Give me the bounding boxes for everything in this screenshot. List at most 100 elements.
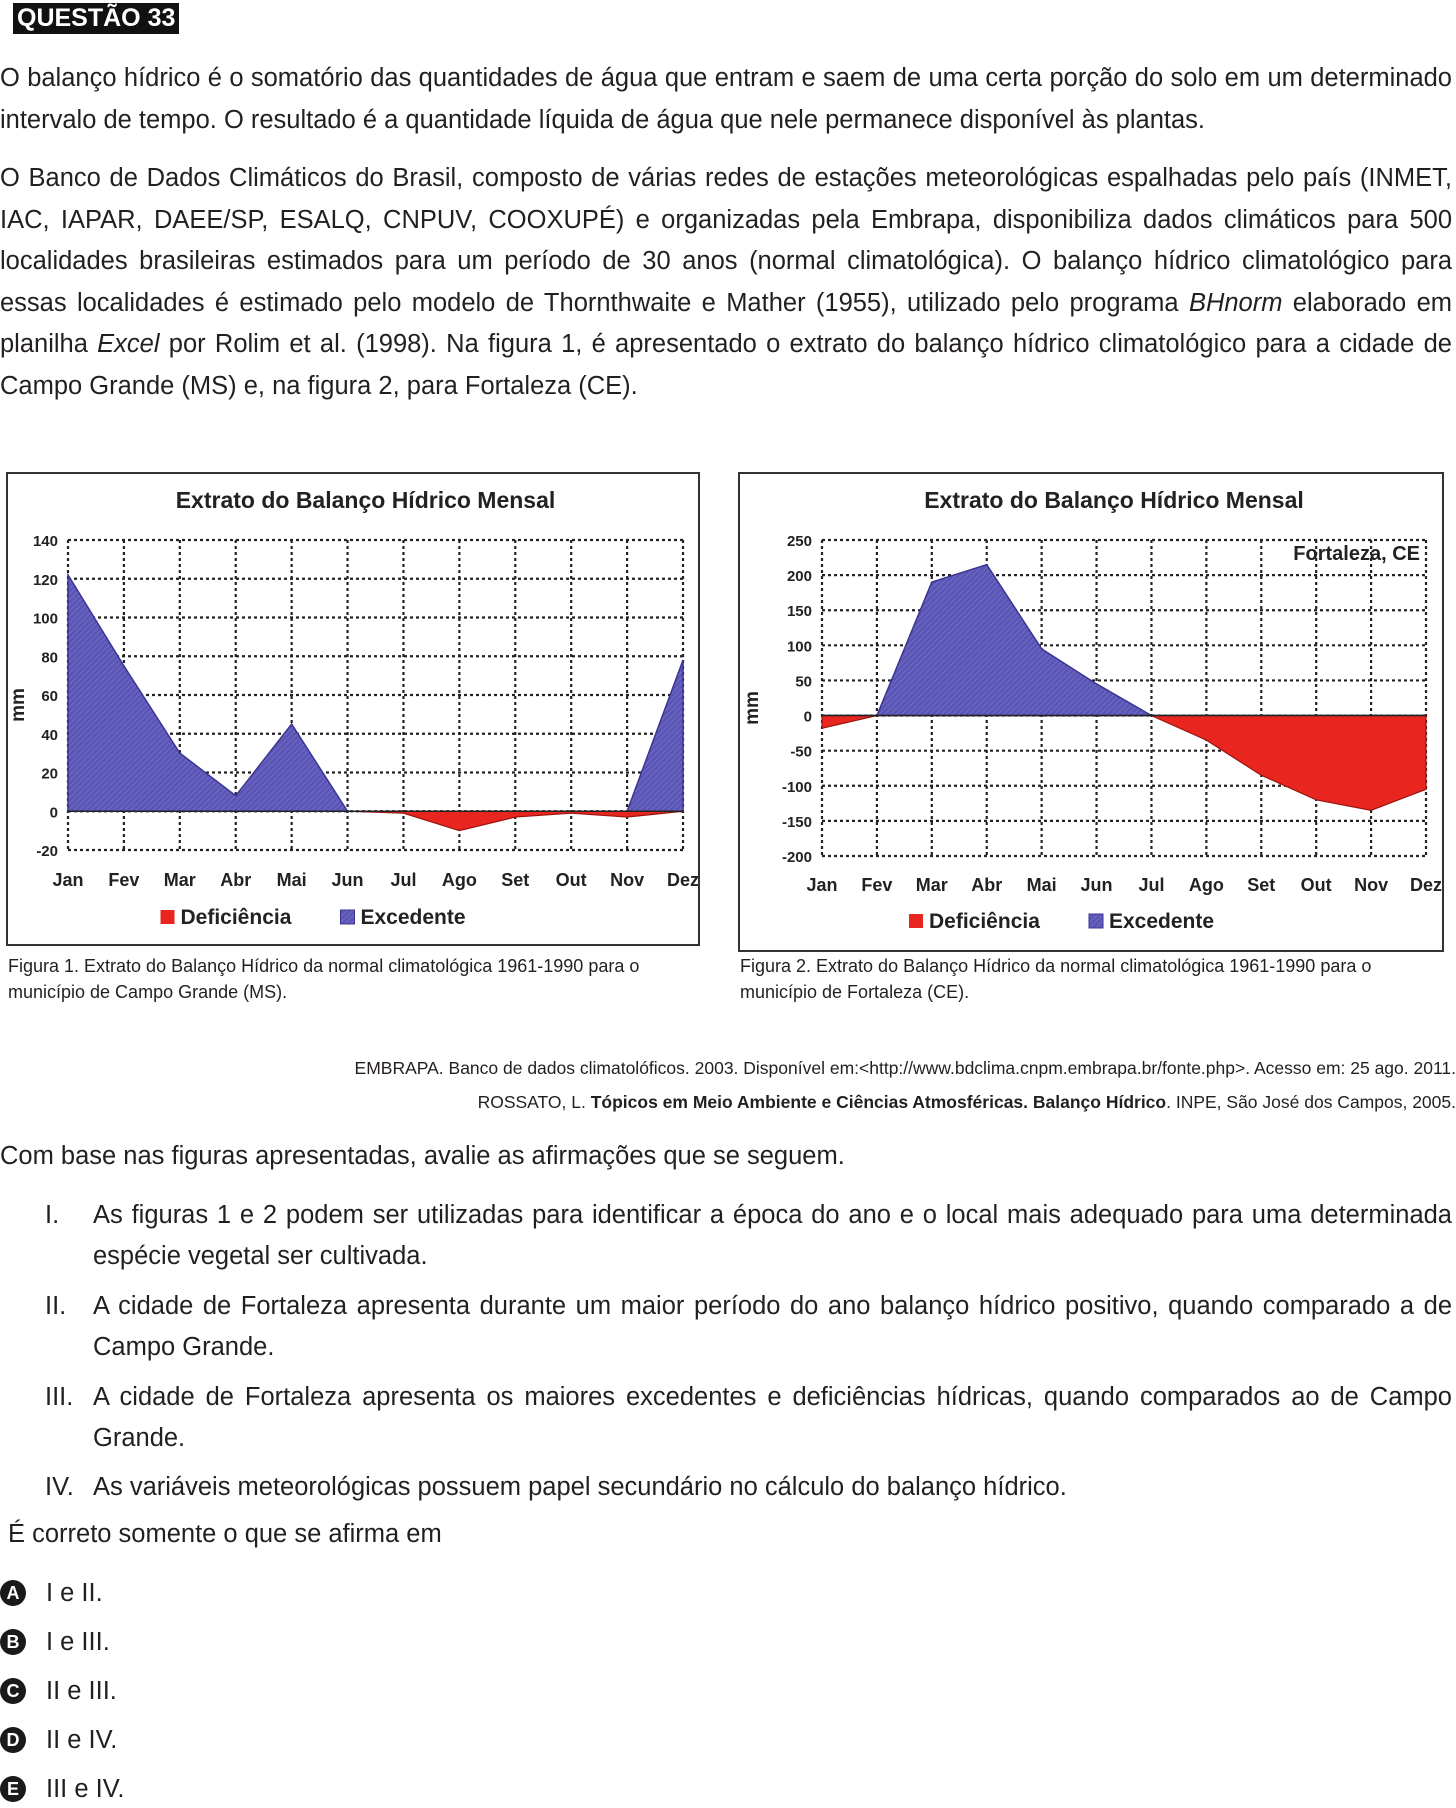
chart-title: Extrato do Balanço Hídrico Mensal (924, 487, 1304, 513)
y-tick-label: 60 (41, 688, 58, 705)
y-tick-label: 80 (41, 649, 58, 666)
x-tick-label: Abr (971, 875, 1002, 895)
x-tick-label: Out (556, 870, 587, 890)
reference-rossato-title: Tópicos em Meio Ambiente e Ciências Atmo… (590, 1092, 1167, 1112)
option-letter-badge: A (0, 1580, 26, 1606)
x-tick-label: Set (501, 870, 529, 890)
option-letter-badge: D (0, 1727, 26, 1753)
reference-rossato-author: ROSSATO, L. (477, 1092, 591, 1112)
option-text: II e IV. (46, 1725, 118, 1754)
reference-rossato: ROSSATO, L. Tópicos em Meio Ambiente e C… (478, 1092, 1456, 1113)
option-letter-badge: B (0, 1629, 26, 1655)
reference-embrapa: EMBRAPA. Banco de dados climatolóficos. … (354, 1058, 1456, 1078)
paragraph-2-part2: elaborado em planilha (0, 288, 1452, 359)
figure-1-svg: Extrato do Balanço Hídrico Mensal 140 120 1… (8, 487, 698, 929)
x-tick-label: Nov (1354, 875, 1388, 895)
x-tick-label: Nov (610, 870, 644, 890)
legend-label-excedente: Excedente (1109, 910, 1214, 933)
x-tick-label: Mar (916, 875, 948, 895)
legend-label-deficiencia: Deficiência (929, 910, 1040, 933)
series-deficiencia-area (821, 714, 1427, 811)
figure-1-caption: Figura 1. Extrato do Balanço Hídrico da … (8, 956, 640, 1002)
x-tick-label: Set (1247, 875, 1275, 895)
y-tick-label: 100 (33, 611, 58, 628)
paragraph-1: O balanço hídrico é o somatório das quan… (0, 64, 1452, 134)
figure-2-caption: Figura 2. Extrato do Balanço Hídrico da … (740, 956, 1372, 1002)
option-b[interactable]: B I e III. (0, 1625, 110, 1659)
y-tick-label: 50 (795, 673, 812, 690)
x-tick-label: Abr (220, 870, 251, 890)
figure-1-chart: Extrato do Balanço Hídrico Mensal 140 120 1… (6, 472, 700, 946)
y-axis-label: mm (8, 688, 29, 722)
y-axis-label: mm (742, 691, 763, 725)
option-text: I e II. (46, 1578, 103, 1607)
legend-label-deficiencia: Deficiência (181, 906, 292, 929)
option-text: I e III. (46, 1627, 110, 1656)
y-tick-label: -20 (36, 843, 58, 860)
option-e[interactable]: E III e IV. (0, 1772, 124, 1806)
series-excedente-area (822, 563, 1426, 717)
x-tick-label: Jun (1081, 875, 1113, 895)
x-tick-label: Jul (390, 870, 416, 890)
y-tick-label: 250 (787, 533, 812, 550)
option-d[interactable]: D II e IV. (0, 1723, 117, 1757)
option-letter-badge: C (0, 1678, 26, 1704)
x-tick-label: Mai (1027, 875, 1057, 895)
x-tick-label: Ago (1189, 875, 1224, 895)
x-tick-label: Fev (108, 870, 139, 890)
answer-prompt: É correto somente o que se afirma em (8, 1520, 442, 1548)
statements-intro: Com base nas figuras apresentadas, avali… (0, 1142, 845, 1170)
y-tick-label: 200 (787, 568, 812, 585)
legend-swatch-excedente (340, 909, 355, 925)
statement-text: A cidade de Fortaleza apresenta durante … (93, 1292, 1452, 1361)
y-tick-label: 20 (41, 766, 58, 783)
x-tick-label: Jan (806, 875, 837, 895)
option-a[interactable]: A I e II. (0, 1576, 103, 1610)
y-tick-label: 140 (33, 533, 58, 550)
y-tick-label: -100 (782, 779, 812, 796)
series-excedente-area (67, 572, 684, 812)
y-tick-label: -50 (790, 744, 812, 761)
y-tick-label: 0 (50, 804, 58, 821)
option-c[interactable]: C II e III. (0, 1674, 117, 1708)
option-text: II e III. (46, 1676, 117, 1705)
statement-number: II. (45, 1292, 67, 1320)
figure-2-chart: Extrato do Balanço Hídrico Mensal 250 200 1… (738, 472, 1444, 952)
question-label: QUESTÃO 33 (13, 3, 180, 34)
x-tick-label: Jul (1138, 875, 1164, 895)
legend-swatch-deficiencia (160, 910, 175, 924)
series-deficiencia-area (68, 810, 684, 832)
legend-swatch-excedente (1088, 913, 1104, 929)
statement-number: III. (45, 1383, 74, 1411)
x-tick-label: Mai (277, 870, 307, 890)
x-tick-label: Jan (52, 870, 83, 890)
paragraph-2-part3: por Rolim et al. (1998). Na figura 1, é … (0, 330, 1452, 400)
statement-text: A cidade de Fortaleza apresenta os maior… (93, 1383, 1452, 1452)
option-letter-badge: E (0, 1776, 26, 1802)
statement-text: As variáveis meteorológicas possuem pape… (93, 1473, 1067, 1501)
paragraph-2-part1: O Banco de Dados Climáticos do Brasil, c… (0, 164, 1452, 317)
x-tick-label: Fev (861, 875, 892, 895)
paragraph-2-spreadsheet: Excel (97, 330, 160, 358)
figure-2-svg: Extrato do Balanço Hídrico Mensal 250 200 1… (742, 487, 1442, 933)
paragraph-2: O Banco de Dados Climáticos do Brasil, c… (0, 158, 1452, 407)
x-tick-label: Ago (442, 870, 477, 890)
chart-subtitle: Fortaleza, CE (1293, 543, 1420, 565)
x-tick-label: Dez (667, 870, 698, 890)
x-tick-label: Out (1301, 875, 1332, 895)
legend-label-excedente: Excedente (361, 906, 466, 929)
reference-rossato-publisher: . INPE, São José dos Campos, 2005. (1166, 1092, 1456, 1112)
x-tick-label: Dez (1410, 875, 1442, 895)
chart-title: Extrato do Balanço Hídrico Mensal (176, 487, 556, 513)
y-tick-label: 150 (787, 603, 812, 620)
x-tick-label: Mar (164, 870, 196, 890)
y-tick-label: -150 (782, 814, 812, 831)
statement-number: I. (45, 1201, 60, 1229)
y-tick-label: 0 (804, 709, 812, 726)
legend-swatch-deficiencia (909, 914, 923, 928)
y-tick-label: 100 (787, 638, 812, 655)
y-tick-label: 40 (41, 727, 58, 744)
statement-number: IV. (45, 1473, 74, 1501)
option-text: III e IV. (46, 1774, 125, 1803)
paragraph-2-software: BHnorm (1188, 288, 1283, 317)
